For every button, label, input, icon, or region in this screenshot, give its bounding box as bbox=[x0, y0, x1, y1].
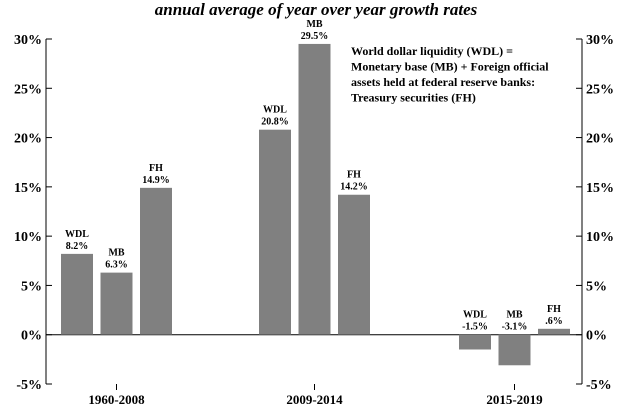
category-label: 1960-2008 bbox=[88, 392, 145, 405]
bar-value-label: -3.1% bbox=[502, 322, 528, 333]
bar-series-label: FH bbox=[547, 304, 561, 315]
definition-note: World dollar liquidity (WDL) = Monetary b… bbox=[351, 44, 549, 105]
left-tick-label: 15% bbox=[14, 181, 42, 196]
bar-value-label: 20.8% bbox=[261, 117, 289, 128]
bar-series-label: WDL bbox=[65, 229, 89, 240]
category-label: 2015-2019 bbox=[486, 392, 543, 405]
right-tick-label: 25% bbox=[586, 82, 614, 97]
plot-area: -5% -5% 0% 0% 5% 5% 10% 10% 15% 15% 20% 20% 25% 25% 30… bbox=[14, 19, 614, 407]
bar bbox=[61, 253, 93, 335]
bar-value-label: 29.5% bbox=[301, 31, 329, 42]
bar-series-label: MB bbox=[506, 310, 522, 321]
left-tick-label: 25% bbox=[14, 82, 42, 97]
bar-series-label: FH bbox=[149, 163, 163, 174]
bar-series-label: WDL bbox=[463, 310, 487, 321]
left-tick-label: 0% bbox=[21, 329, 42, 344]
bar-series-label: MB bbox=[306, 19, 322, 30]
chart-subtitle: annual average of year over year growth … bbox=[155, 0, 478, 19]
left-tick-label: 30% bbox=[14, 33, 42, 48]
right-tick-label: 20% bbox=[586, 132, 614, 147]
right-tick-label: 15% bbox=[586, 181, 614, 196]
bar bbox=[459, 334, 491, 350]
bar-series-label: MB bbox=[108, 248, 124, 259]
right-tick-label: 0% bbox=[586, 329, 607, 344]
bar-value-label: 14.9% bbox=[142, 175, 170, 186]
category-label: 2009-2014 bbox=[286, 392, 343, 405]
bar-series-label: WDL bbox=[263, 105, 287, 116]
right-tick-label: -5% bbox=[586, 378, 612, 393]
bar bbox=[259, 129, 291, 335]
note-line: assets held at federal reserve banks: bbox=[351, 75, 535, 89]
note-line: Monetary base (MB) + Foreign official bbox=[351, 60, 549, 74]
right-tick-label: 30% bbox=[586, 33, 614, 48]
right-tick-label: 5% bbox=[586, 279, 607, 294]
right-tick-label: 10% bbox=[586, 230, 614, 245]
left-tick-label: 10% bbox=[14, 230, 42, 245]
note-line: Treasury securities (FH) bbox=[351, 91, 476, 105]
bar-value-label: .6% bbox=[545, 316, 563, 327]
bar-value-label: 6.3% bbox=[105, 260, 128, 271]
bar bbox=[298, 43, 331, 335]
left-tick-label: 20% bbox=[14, 132, 42, 147]
bar bbox=[100, 272, 133, 335]
bar-series-label: FH bbox=[347, 170, 361, 181]
bar-value-label: 8.2% bbox=[66, 241, 89, 252]
bar-value-label: -1.5% bbox=[462, 322, 488, 333]
note-line: World dollar liquidity (WDL) = bbox=[351, 44, 513, 58]
left-tick-label: -5% bbox=[16, 378, 42, 393]
bar bbox=[140, 187, 172, 335]
bar bbox=[538, 328, 570, 335]
bar bbox=[338, 194, 370, 335]
bar bbox=[498, 334, 531, 366]
bar-value-label: 14.2% bbox=[340, 182, 368, 193]
left-tick-label: 5% bbox=[21, 279, 42, 294]
